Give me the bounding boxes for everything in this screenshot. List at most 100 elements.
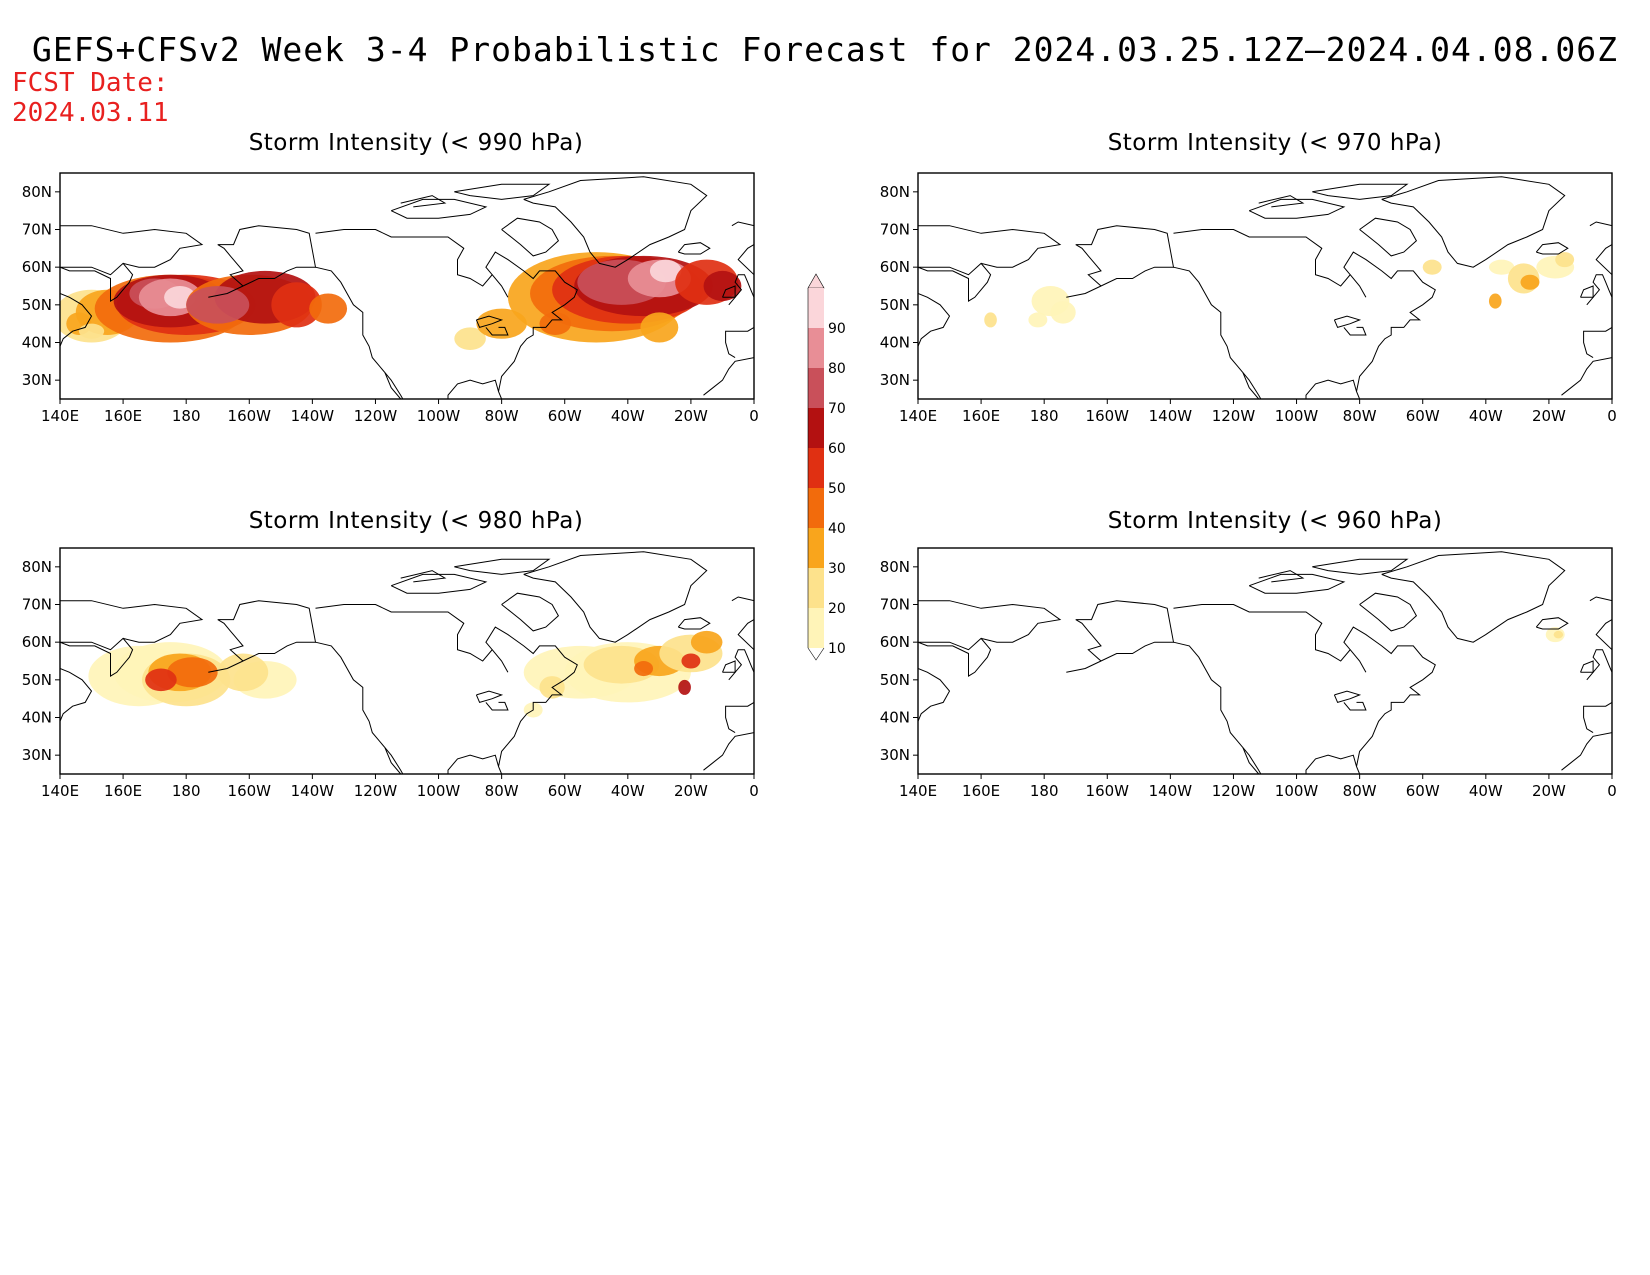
map-frame [59, 547, 755, 775]
coastline [1595, 619, 1612, 651]
coastline [1381, 176, 1566, 268]
coastline [1333, 690, 1362, 704]
fcst-date: 2024.03.11 [12, 98, 169, 128]
lat-tick-label: 80N [22, 183, 52, 201]
colorbar-level-label: 90 [828, 321, 846, 337]
coastline [217, 600, 317, 662]
coastline [1173, 229, 1436, 392]
coastline [728, 274, 754, 306]
lat-tick-label: 40N [22, 334, 52, 352]
coastline [1580, 660, 1594, 673]
probability-patch [271, 282, 322, 328]
lat-tick-label: 50N [880, 296, 910, 314]
lat-tick-label: 80N [880, 558, 910, 576]
lat-tick-label: 70N [880, 596, 910, 614]
probability-patch [1553, 630, 1564, 639]
lon-tick-label: 120W [354, 782, 398, 800]
colorbar-swatch [808, 608, 824, 648]
coastline [1586, 274, 1612, 306]
coastline [390, 198, 488, 219]
probability-patch [145, 668, 177, 692]
coastline [1561, 357, 1612, 396]
coastline [208, 660, 244, 673]
lon-tick-label: 80W [485, 407, 519, 425]
coastline [1535, 617, 1569, 630]
coastline [217, 225, 317, 287]
probability-patch [1555, 252, 1575, 268]
lat-tick-label: 60N [880, 633, 910, 651]
lon-tick-label: 20W [674, 782, 708, 800]
lon-tick-label: 140E [41, 407, 79, 425]
coastline [1242, 372, 1260, 399]
coastline [703, 357, 754, 396]
probability-patch [649, 259, 682, 283]
lon-tick-label: 160W [228, 782, 272, 800]
probability-patch [984, 312, 997, 328]
coastline [485, 326, 509, 336]
map-panel-970: 80N 70N 60N 50N 40N 30N 140E 160E 180 160W 140W 120… [880, 172, 1617, 425]
coastline [1349, 649, 1367, 673]
coastline [1066, 660, 1102, 673]
coastline [725, 326, 754, 359]
coastline [1595, 244, 1612, 276]
coastline [60, 262, 134, 302]
lon-tick-label: 0 [1607, 782, 1617, 800]
lon-tick-label: 160W [1086, 782, 1130, 800]
lat-tick-label: 70N [22, 221, 52, 239]
lon-tick-label: 40W [1469, 782, 1503, 800]
coastline [918, 293, 951, 347]
lon-tick-label: 140W [1149, 782, 1193, 800]
coastline [60, 225, 204, 268]
lon-tick-label: 160W [228, 407, 272, 425]
lon-tick-label: 0 [749, 407, 759, 425]
lon-tick-label: 140W [1149, 407, 1193, 425]
coastline [1589, 596, 1612, 602]
lat-tick-label: 30N [880, 371, 910, 389]
probability-patch [681, 653, 701, 669]
lon-tick-label: 80W [485, 782, 519, 800]
lat-tick-label: 60N [880, 258, 910, 276]
coastline [390, 573, 488, 594]
coastline [315, 641, 404, 774]
lat-tick-label: 50N [22, 296, 52, 314]
lon-tick-label: 120W [354, 407, 398, 425]
colorbar-swatch [808, 448, 824, 488]
coastline [501, 217, 560, 257]
probability-patch [1050, 301, 1076, 324]
lat-tick-label: 50N [22, 671, 52, 689]
colorbar-level-label: 40 [828, 521, 846, 537]
coastline [722, 660, 736, 673]
forecast-date-label: FCST Date: 2024.03.11 [12, 68, 169, 128]
coastline [1258, 570, 1305, 583]
lon-tick-label: 140W [291, 407, 335, 425]
probability-patch [703, 270, 742, 302]
lat-tick-label: 70N [880, 221, 910, 239]
coastline [918, 668, 951, 722]
map-panel-980: 80N 70N 60N 50N 40N 30N 140E 160E 180 160W 140W 120… [22, 547, 759, 800]
lon-tick-label: 120W [1212, 407, 1256, 425]
lon-tick-label: 180 [172, 407, 201, 425]
coastline [1589, 221, 1612, 227]
colorbar-level-label: 10 [828, 641, 846, 657]
probability-patch [690, 630, 723, 654]
probability-patch [167, 657, 218, 688]
coastline [400, 570, 447, 583]
coastline [1349, 274, 1367, 298]
panel-title-970: Storm Intensity (< 970 hPa) [1107, 130, 1443, 156]
probability-patch [1028, 312, 1048, 328]
coastline [1312, 183, 1409, 200]
lon-tick-label: 140W [291, 782, 335, 800]
coastline [1242, 747, 1260, 774]
coastline [315, 604, 578, 767]
colorbar-swatch [808, 408, 824, 448]
coastline [454, 183, 551, 200]
coastline [918, 600, 1062, 643]
colorbar-swatch [808, 488, 824, 528]
coastline [1173, 604, 1436, 767]
colorbar-level-label: 20 [828, 601, 846, 617]
lat-tick-label: 60N [22, 633, 52, 651]
lon-tick-label: 160W [1086, 407, 1130, 425]
coastline [677, 242, 711, 255]
lon-tick-label: 0 [749, 782, 759, 800]
coastline [1381, 551, 1566, 643]
